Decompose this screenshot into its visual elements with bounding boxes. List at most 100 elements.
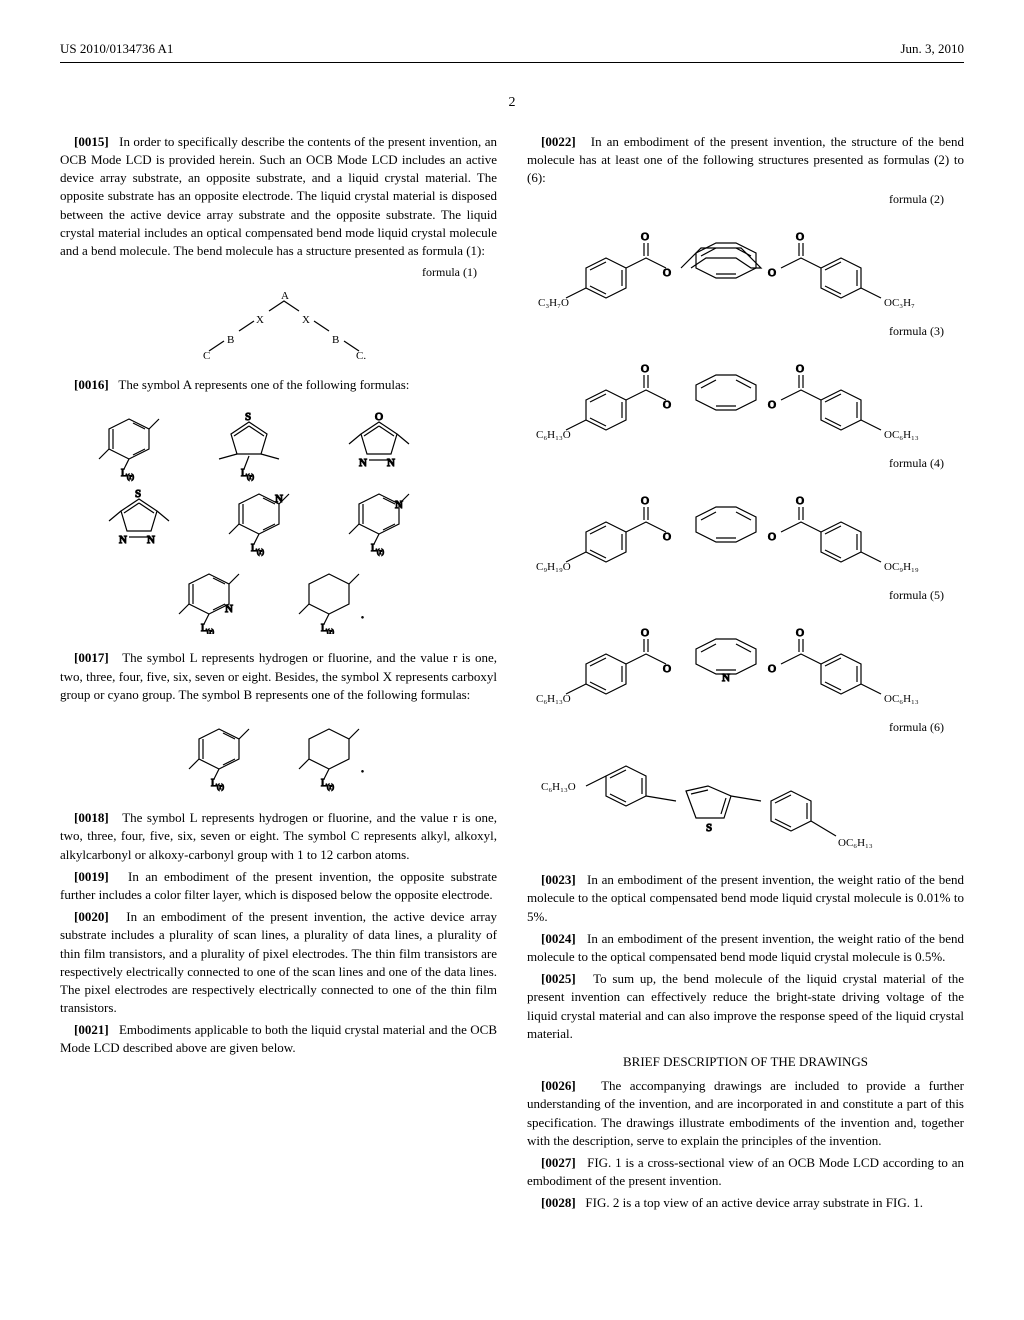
svg-text:O: O bbox=[768, 399, 776, 411]
paragraph-0018: [0018] The symbol L represents hydrogen … bbox=[60, 809, 497, 864]
svg-text:O: O bbox=[796, 363, 804, 375]
svg-text:N: N bbox=[387, 457, 395, 469]
para-num: [0019] bbox=[74, 869, 109, 884]
svg-text:(r): (r) bbox=[327, 783, 335, 791]
para-num: [0020] bbox=[74, 909, 109, 924]
svg-text:(r): (r) bbox=[377, 548, 385, 556]
para-text: To sum up, the bend molecule of the liqu… bbox=[527, 971, 964, 1041]
svg-text:X: X bbox=[302, 314, 310, 326]
para-num: [0022] bbox=[541, 134, 576, 149]
publication-number: US 2010/0134736 A1 bbox=[60, 40, 173, 58]
para-text: Embodiments applicable to both the liqui… bbox=[60, 1022, 497, 1055]
para-text: In order to specifically describe the co… bbox=[60, 134, 497, 258]
para-num: [0026] bbox=[541, 1078, 576, 1093]
svg-text:N: N bbox=[225, 603, 233, 615]
svg-text:OC₆H₁₃: OC₆H₁₃ bbox=[884, 429, 919, 440]
paragraph-0019: [0019] In an embodiment of the present i… bbox=[60, 868, 497, 904]
para-text: FIG. 1 is a cross-sectional view of an O… bbox=[527, 1155, 964, 1188]
svg-text:O: O bbox=[663, 399, 671, 411]
svg-text:N: N bbox=[147, 534, 155, 546]
paragraph-0022: [0022] In an embodiment of the present i… bbox=[527, 133, 964, 188]
para-text: In an embodiment of the present inventio… bbox=[527, 931, 964, 964]
para-num: [0028] bbox=[541, 1195, 576, 1210]
svg-text:N: N bbox=[119, 534, 127, 546]
svg-text:(r): (r) bbox=[247, 473, 255, 481]
paragraph-0015: [0015] In order to specifically describe… bbox=[60, 133, 497, 260]
paragraph-0021: [0021] Embodiments applicable to both th… bbox=[60, 1021, 497, 1057]
svg-text:.: . bbox=[361, 761, 364, 775]
para-num: [0021] bbox=[74, 1022, 109, 1037]
svg-text:B: B bbox=[332, 334, 339, 346]
formula-2: O O O O C₃H₇O bbox=[527, 218, 964, 313]
svg-text:O: O bbox=[768, 663, 776, 675]
paragraph-0023: [0023] In an embodiment of the present i… bbox=[527, 871, 964, 926]
svg-text:S: S bbox=[135, 488, 141, 500]
svg-text:O: O bbox=[663, 267, 671, 279]
svg-text:N: N bbox=[722, 672, 730, 684]
para-num: [0017] bbox=[74, 650, 109, 665]
para-text: In an embodiment of the present inventio… bbox=[527, 872, 964, 923]
para-num: [0023] bbox=[541, 872, 576, 887]
para-text: In an embodiment of the present inventio… bbox=[60, 909, 497, 1015]
para-num: [0024] bbox=[541, 931, 576, 946]
svg-text:A: A bbox=[281, 291, 289, 302]
formula-6: S C₆H₁₃O OC₆H₁₃ bbox=[527, 746, 964, 861]
svg-text:(r): (r) bbox=[127, 473, 135, 481]
para-text: In an embodiment of the present inventio… bbox=[527, 134, 964, 185]
svg-text:(r): (r) bbox=[327, 628, 335, 634]
svg-text:X: X bbox=[256, 314, 264, 326]
svg-text:O: O bbox=[641, 627, 649, 639]
svg-text:(r): (r) bbox=[257, 548, 265, 556]
paragraph-0020: [0020] In an embodiment of the present i… bbox=[60, 908, 497, 1017]
svg-text:C₉H₁₉O: C₉H₁₉O bbox=[536, 561, 571, 572]
para-text: FIG. 2 is a top view of an active device… bbox=[585, 1195, 923, 1210]
svg-text:(r): (r) bbox=[217, 783, 225, 791]
svg-text:OC₆H₁₃: OC₆H₁₃ bbox=[838, 837, 873, 849]
svg-text:O: O bbox=[796, 495, 804, 507]
formula4-label: formula (4) bbox=[527, 455, 944, 472]
formula6-label: formula (6) bbox=[527, 719, 944, 736]
svg-text:O: O bbox=[768, 531, 776, 543]
svg-text:C.: C. bbox=[356, 350, 366, 361]
paragraph-0024: [0024] In an embodiment of the present i… bbox=[527, 930, 964, 966]
svg-text:O: O bbox=[663, 663, 671, 675]
publication-date: Jun. 3, 2010 bbox=[900, 40, 964, 58]
right-column: [0022] In an embodiment of the present i… bbox=[527, 133, 964, 1217]
svg-text:C₆H₁₃O: C₆H₁₃O bbox=[541, 781, 576, 793]
svg-text:B: B bbox=[227, 334, 234, 346]
formula-a-group: L (r) S L (r) O N N bbox=[60, 404, 497, 639]
svg-text:S: S bbox=[245, 411, 251, 423]
svg-text:O: O bbox=[796, 231, 804, 243]
para-text: In an embodiment of the present inventio… bbox=[60, 869, 497, 902]
svg-text:OC₉H₁₉: OC₉H₁₉ bbox=[884, 561, 919, 572]
formula3-label: formula (3) bbox=[527, 323, 944, 340]
paragraph-0028: [0028] FIG. 2 is a top view of an active… bbox=[527, 1194, 964, 1212]
formula-1: C B X A X B C. bbox=[60, 291, 497, 366]
svg-text:C: C bbox=[203, 350, 210, 361]
svg-text:C₆H₁₃O: C₆H₁₃O bbox=[536, 429, 571, 440]
formula-b-group: L (r) L (r) . bbox=[60, 714, 497, 799]
svg-text:S: S bbox=[706, 822, 712, 834]
para-text: The symbol L represents hydrogen or fluo… bbox=[60, 650, 497, 701]
para-num: [0016] bbox=[74, 377, 109, 392]
drawings-heading: BRIEF DESCRIPTION OF THE DRAWINGS bbox=[527, 1053, 964, 1071]
formula-5: O O N O O C₆H₁₃O OC₆H₁₃ bbox=[527, 614, 964, 709]
formula-3: O O O O C₆H₁₃O OC₆H₁₃ bbox=[527, 350, 964, 445]
para-num: [0015] bbox=[74, 134, 109, 149]
svg-text:(r): (r) bbox=[207, 628, 215, 634]
para-num: [0018] bbox=[74, 810, 109, 825]
formula-4: O O O O C₉H₁₉O OC₉H₁₉ bbox=[527, 482, 964, 577]
paragraph-0016: [0016] The symbol A represents one of th… bbox=[60, 376, 497, 394]
svg-text:O: O bbox=[375, 411, 383, 423]
left-column: [0015] In order to specifically describe… bbox=[60, 133, 497, 1217]
two-column-layout: [0015] In order to specifically describe… bbox=[60, 133, 964, 1217]
paragraph-0017: [0017] The symbol L represents hydrogen … bbox=[60, 649, 497, 704]
formula1-label: formula (1) bbox=[60, 264, 477, 281]
para-text: The symbol L represents hydrogen or fluo… bbox=[60, 810, 497, 861]
svg-text:N: N bbox=[359, 457, 367, 469]
svg-text:O: O bbox=[641, 495, 649, 507]
paragraph-0026: [0026] The accompanying drawings are inc… bbox=[527, 1077, 964, 1150]
page-number: 2 bbox=[60, 93, 964, 113]
svg-text:O: O bbox=[796, 627, 804, 639]
paragraph-0027: [0027] FIG. 1 is a cross-sectional view … bbox=[527, 1154, 964, 1190]
